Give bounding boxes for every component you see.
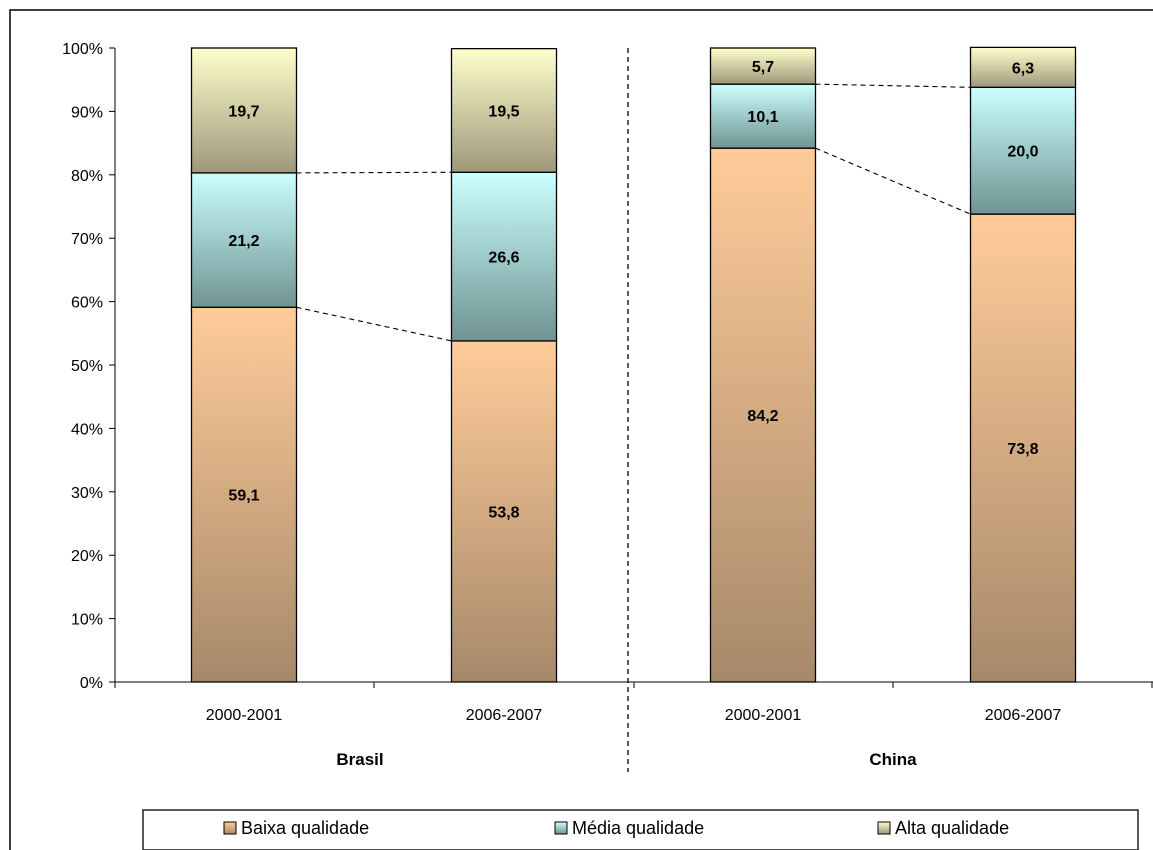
legend-swatch: [554, 821, 568, 835]
x-category-label: 2006-2007: [985, 707, 1062, 724]
bar-segment: [190, 172, 298, 308]
legend-label: Média qualidade: [572, 818, 704, 838]
bar-segment: [190, 306, 298, 683]
legend-box: [142, 809, 1139, 850]
y-tick-label: 20%: [71, 548, 103, 565]
bar-segment: [709, 147, 817, 683]
legend-label: Alta qualidade: [895, 818, 1009, 838]
data-label: 20,0: [1007, 144, 1038, 161]
data-label: 59,1: [228, 488, 259, 505]
data-label: 5,7: [752, 59, 774, 76]
legend-label: Baixa qualidade: [241, 818, 369, 838]
connector-line: [296, 171, 452, 174]
legend-swatch: [877, 821, 891, 835]
data-label: 53,8: [488, 504, 519, 521]
data-label: 10,1: [747, 109, 778, 126]
data-label: 19,7: [228, 103, 259, 120]
group-label: Brasil: [336, 750, 383, 769]
y-tick-label: 90%: [71, 104, 103, 121]
y-tick-label: 60%: [71, 295, 103, 312]
y-tick-label: 10%: [71, 612, 103, 629]
bar-segment: [969, 213, 1077, 683]
y-tick-label: 50%: [71, 358, 103, 375]
data-label: 84,2: [747, 408, 778, 425]
bar-segment: [450, 340, 558, 683]
connector-line: [815, 83, 971, 88]
data-label: 6,3: [1012, 60, 1034, 77]
data-label: 21,2: [228, 233, 259, 250]
data-label: 73,8: [1007, 441, 1038, 458]
x-category-label: 2000-2001: [206, 707, 283, 724]
bar-segment: [450, 171, 558, 342]
bar-segment: [450, 47, 558, 173]
y-tick-label: 40%: [71, 421, 103, 438]
data-label: 19,5: [488, 103, 519, 120]
y-tick-label: 80%: [71, 168, 103, 185]
y-tick-label: 70%: [71, 231, 103, 248]
x-category-label: 2000-2001: [725, 707, 802, 724]
group-label: China: [869, 750, 917, 769]
bar-segment: [969, 86, 1077, 215]
y-tick-label: 100%: [62, 41, 103, 58]
y-tick-label: 0%: [80, 675, 103, 692]
x-category-label: 2006-2007: [466, 707, 543, 724]
connector-line: [815, 147, 971, 215]
bar-segment: [709, 47, 817, 85]
legend-swatch: [223, 821, 237, 835]
bar-segment: [190, 47, 298, 174]
bar-segment: [709, 83, 817, 149]
y-tick-label: 30%: [71, 485, 103, 502]
data-label: 26,6: [488, 250, 519, 267]
bar-segment: [969, 46, 1077, 88]
